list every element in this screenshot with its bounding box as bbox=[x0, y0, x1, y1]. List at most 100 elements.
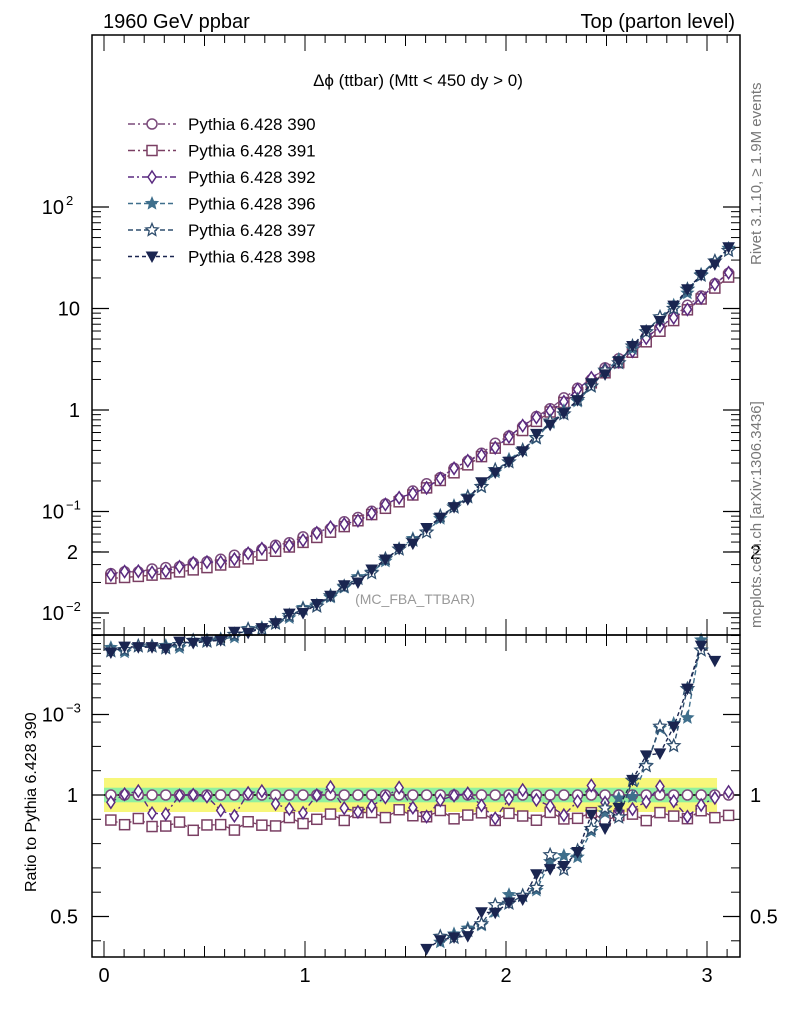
data-point bbox=[174, 788, 185, 803]
data-point bbox=[571, 812, 584, 825]
data-point bbox=[626, 774, 639, 787]
ratio-ylabel: Ratio to Pythia 6.428 390 bbox=[23, 712, 40, 892]
data-point bbox=[490, 440, 501, 456]
data-point bbox=[421, 480, 432, 496]
data-point bbox=[310, 599, 324, 611]
data-point bbox=[242, 815, 254, 828]
legend-label: Pythia 6.428 396 bbox=[188, 195, 316, 214]
data-point bbox=[131, 642, 145, 654]
data-point bbox=[160, 806, 171, 822]
data-point bbox=[188, 555, 199, 571]
ratio-ytick-label-right: 2 bbox=[750, 542, 761, 564]
ratio-line bbox=[110, 784, 729, 820]
data-point bbox=[311, 813, 323, 826]
data-point bbox=[296, 608, 310, 620]
data-point bbox=[394, 780, 405, 795]
data-point bbox=[214, 818, 227, 831]
data-point bbox=[311, 525, 322, 541]
data-point bbox=[146, 789, 158, 801]
ytick-exponent: −3 bbox=[66, 701, 81, 716]
data-point bbox=[681, 683, 694, 696]
data-point bbox=[488, 907, 502, 920]
data-point bbox=[584, 809, 598, 822]
data-point bbox=[174, 559, 185, 575]
data-point bbox=[325, 519, 336, 535]
data-point bbox=[584, 378, 598, 390]
data-point bbox=[104, 647, 118, 660]
data-point bbox=[297, 789, 309, 801]
data-point bbox=[228, 789, 241, 801]
data-point bbox=[255, 623, 269, 635]
ratio-series bbox=[420, 640, 722, 956]
data-point bbox=[173, 636, 186, 649]
data-point bbox=[420, 522, 433, 535]
data-point bbox=[228, 824, 241, 836]
data-point bbox=[325, 779, 336, 795]
data-point bbox=[475, 907, 488, 919]
data-point bbox=[160, 789, 172, 801]
mcplots-label: mcplots.cern.ch [arXiv:1306.3436] bbox=[748, 401, 765, 628]
data-point bbox=[241, 627, 255, 640]
data-point bbox=[119, 564, 130, 579]
data-point bbox=[461, 494, 475, 506]
data-point bbox=[639, 750, 653, 762]
data-point bbox=[433, 935, 447, 947]
ytick-exponent: 2 bbox=[66, 193, 73, 208]
data-point bbox=[118, 641, 131, 654]
data-point bbox=[144, 195, 160, 210]
rivet-label: Rivet 3.1.10, ≥ 1.9M events bbox=[748, 83, 765, 266]
data-point bbox=[243, 785, 254, 801]
data-point bbox=[696, 797, 707, 813]
data-point bbox=[638, 757, 654, 773]
data-point bbox=[694, 640, 708, 653]
data-point bbox=[433, 512, 447, 525]
data-point bbox=[612, 802, 626, 815]
data-point bbox=[421, 809, 432, 824]
data-point bbox=[668, 310, 679, 326]
data-point bbox=[282, 608, 296, 621]
data-point bbox=[147, 169, 157, 185]
legend-label: Pythia 6.428 392 bbox=[188, 168, 316, 187]
ytick-label-main: 10 bbox=[42, 603, 64, 625]
data-point bbox=[187, 824, 199, 837]
data-point bbox=[270, 796, 281, 812]
xtick-label: 2 bbox=[500, 965, 511, 987]
data-point bbox=[256, 541, 267, 557]
data-point bbox=[379, 811, 392, 824]
data-point bbox=[352, 789, 364, 801]
data-series bbox=[103, 240, 737, 956]
data-point bbox=[531, 792, 542, 808]
data-point bbox=[146, 118, 158, 130]
data-point bbox=[639, 325, 653, 337]
data-point bbox=[557, 861, 571, 873]
data-point bbox=[517, 418, 528, 433]
data-point bbox=[435, 471, 446, 486]
data-point bbox=[516, 894, 530, 906]
data-point bbox=[339, 516, 350, 532]
data-point bbox=[586, 778, 597, 793]
data-point bbox=[339, 800, 350, 816]
data-point bbox=[667, 300, 681, 313]
data-point bbox=[420, 943, 433, 956]
data-point bbox=[542, 846, 558, 862]
data-point bbox=[284, 801, 295, 817]
data-point bbox=[119, 786, 130, 802]
data-point bbox=[160, 563, 171, 579]
ytick-label-main: 10 bbox=[42, 197, 64, 219]
data-point bbox=[407, 486, 418, 501]
header-left: 1960 GeV ppbar bbox=[103, 11, 250, 33]
data-point bbox=[502, 456, 516, 469]
data-point bbox=[147, 565, 157, 580]
data-point bbox=[214, 789, 227, 801]
data-point bbox=[243, 545, 254, 561]
data-point bbox=[462, 453, 473, 469]
data-point bbox=[186, 637, 200, 650]
data-point bbox=[406, 538, 420, 551]
data-point bbox=[682, 302, 693, 317]
series-pythia-6.428-398 bbox=[104, 242, 735, 660]
data-point bbox=[215, 803, 226, 818]
data-point bbox=[655, 779, 665, 794]
data-point bbox=[572, 793, 583, 809]
data-point bbox=[696, 290, 707, 306]
